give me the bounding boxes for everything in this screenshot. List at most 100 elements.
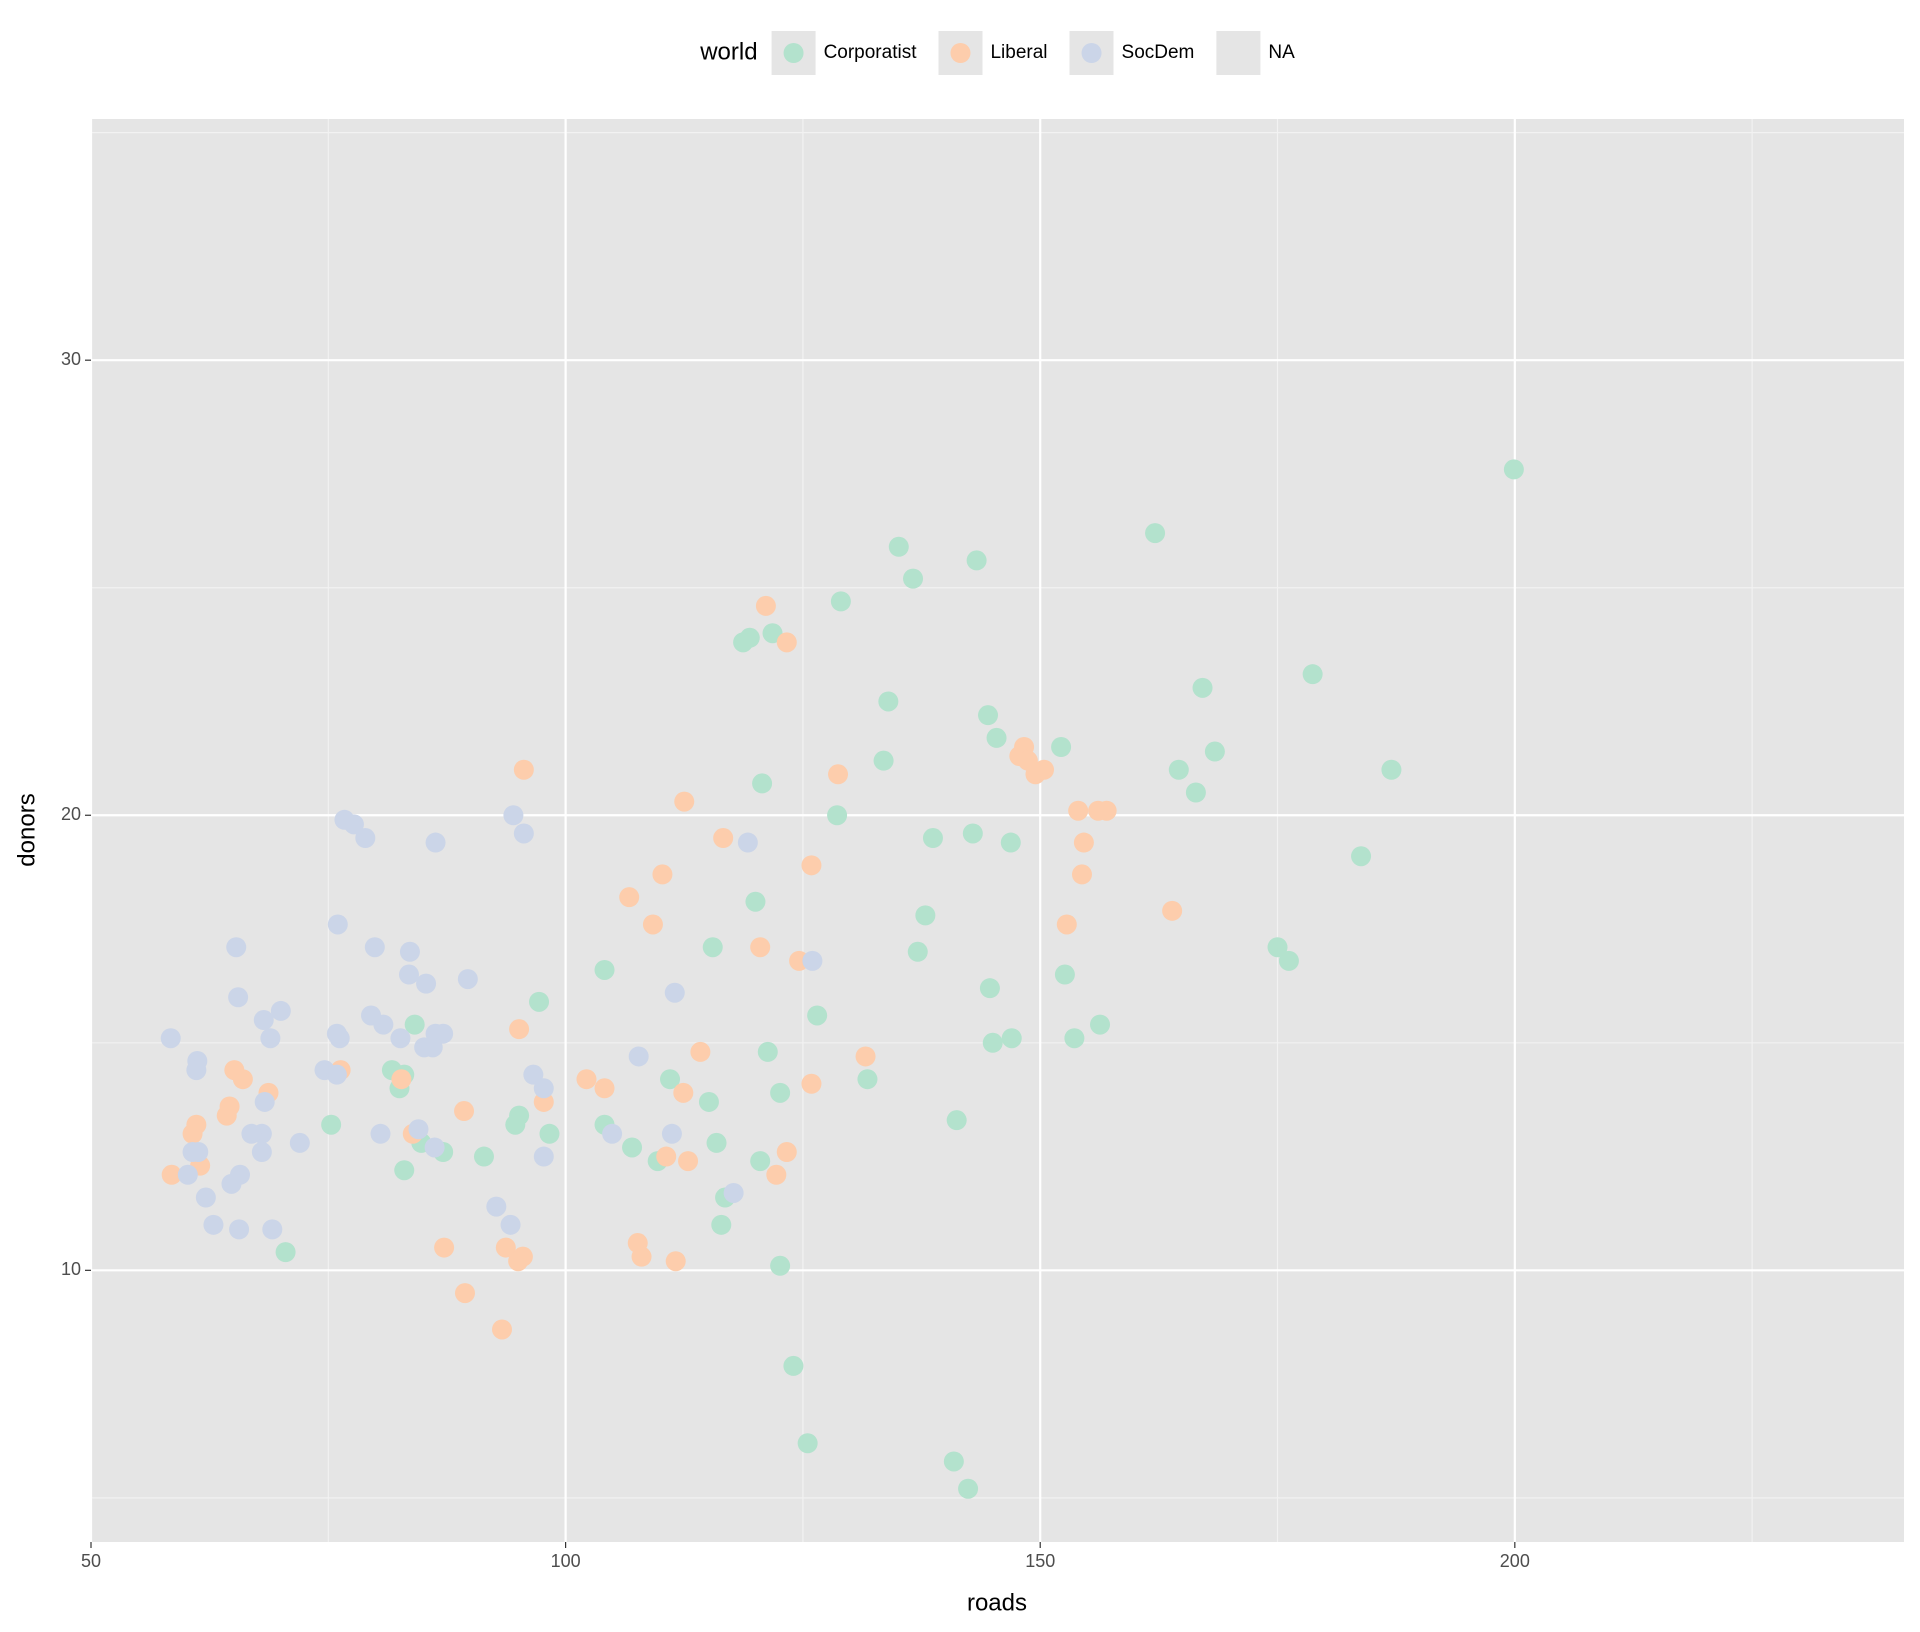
point	[943, 1451, 964, 1472]
point	[713, 828, 734, 849]
point	[678, 1151, 699, 1172]
point	[216, 1105, 237, 1126]
x-axis-title: roads	[967, 1589, 1027, 1616]
y-axis-title: donors	[13, 793, 40, 866]
legend-key	[1216, 31, 1261, 75]
point	[619, 887, 640, 908]
point	[982, 1032, 1003, 1053]
legend-label: NA	[1268, 42, 1295, 63]
point	[711, 1214, 732, 1235]
point	[391, 1069, 412, 1090]
point	[664, 982, 685, 1003]
point	[706, 1132, 727, 1153]
legend-marker	[1081, 43, 1102, 63]
plot-panel	[91, 119, 1904, 1542]
point	[1071, 864, 1092, 885]
point	[1051, 736, 1072, 757]
point	[807, 1005, 828, 1026]
point	[251, 1142, 272, 1163]
legend-label: Liberal	[990, 42, 1047, 63]
point	[433, 1023, 454, 1044]
point	[1145, 523, 1166, 544]
point	[978, 705, 999, 726]
point	[370, 1123, 391, 1144]
point	[425, 832, 446, 853]
point	[228, 987, 249, 1008]
y-tick-label: 10	[61, 1259, 81, 1279]
point	[434, 1237, 455, 1258]
point	[1351, 846, 1372, 867]
legend-marker	[950, 43, 971, 63]
point	[500, 1214, 521, 1235]
point	[275, 1242, 296, 1263]
point	[270, 1000, 291, 1021]
point	[642, 914, 663, 935]
point	[422, 1037, 443, 1058]
point	[177, 1164, 198, 1185]
point	[1267, 937, 1288, 958]
point	[622, 1137, 643, 1158]
point	[888, 536, 909, 557]
point	[755, 595, 776, 616]
points	[160, 459, 1524, 1499]
point	[797, 1433, 818, 1454]
point	[1204, 741, 1225, 762]
point	[232, 1069, 253, 1090]
point	[416, 973, 437, 994]
x-tick-label: 100	[551, 1551, 581, 1571]
point	[1054, 964, 1075, 985]
point	[1068, 800, 1089, 821]
point	[737, 832, 758, 853]
axes: 50 100 150 200 10 20 30	[61, 349, 1530, 1571]
point	[262, 1219, 283, 1240]
point	[757, 1041, 778, 1062]
point	[195, 1187, 216, 1208]
point	[979, 978, 1000, 999]
point	[733, 632, 754, 653]
point	[1034, 759, 1055, 780]
point	[160, 1028, 181, 1049]
legend: world Corporatist Liberal SocDem NA	[699, 31, 1295, 75]
point	[576, 1069, 597, 1090]
point	[390, 1028, 411, 1049]
point	[188, 1142, 209, 1163]
point	[329, 1028, 350, 1049]
point	[486, 1196, 507, 1217]
point	[513, 823, 534, 844]
point	[661, 1123, 682, 1144]
point	[508, 1251, 529, 1272]
point	[355, 828, 376, 849]
point	[770, 1082, 791, 1103]
point	[539, 1123, 560, 1144]
point	[321, 1114, 342, 1135]
point	[631, 1246, 652, 1267]
point	[1073, 832, 1094, 853]
point	[533, 1146, 554, 1167]
point	[745, 891, 766, 912]
point	[495, 1237, 516, 1258]
point	[966, 550, 987, 571]
point	[289, 1132, 310, 1153]
point	[408, 1119, 429, 1140]
point	[915, 905, 936, 926]
point	[1000, 832, 1021, 853]
point	[656, 1146, 677, 1167]
point	[454, 1283, 475, 1304]
point	[186, 1060, 207, 1081]
point	[783, 1355, 804, 1376]
point	[594, 1078, 615, 1099]
point	[1381, 759, 1402, 780]
point	[690, 1041, 711, 1062]
point	[1056, 914, 1077, 935]
point	[673, 1082, 694, 1103]
x-tick-label: 150	[1025, 1551, 1055, 1571]
point	[529, 991, 550, 1012]
point	[752, 773, 773, 794]
point	[857, 1069, 878, 1090]
x-tick-label: 50	[81, 1551, 101, 1571]
point	[594, 959, 615, 980]
point	[907, 941, 928, 962]
point	[1001, 1028, 1022, 1049]
